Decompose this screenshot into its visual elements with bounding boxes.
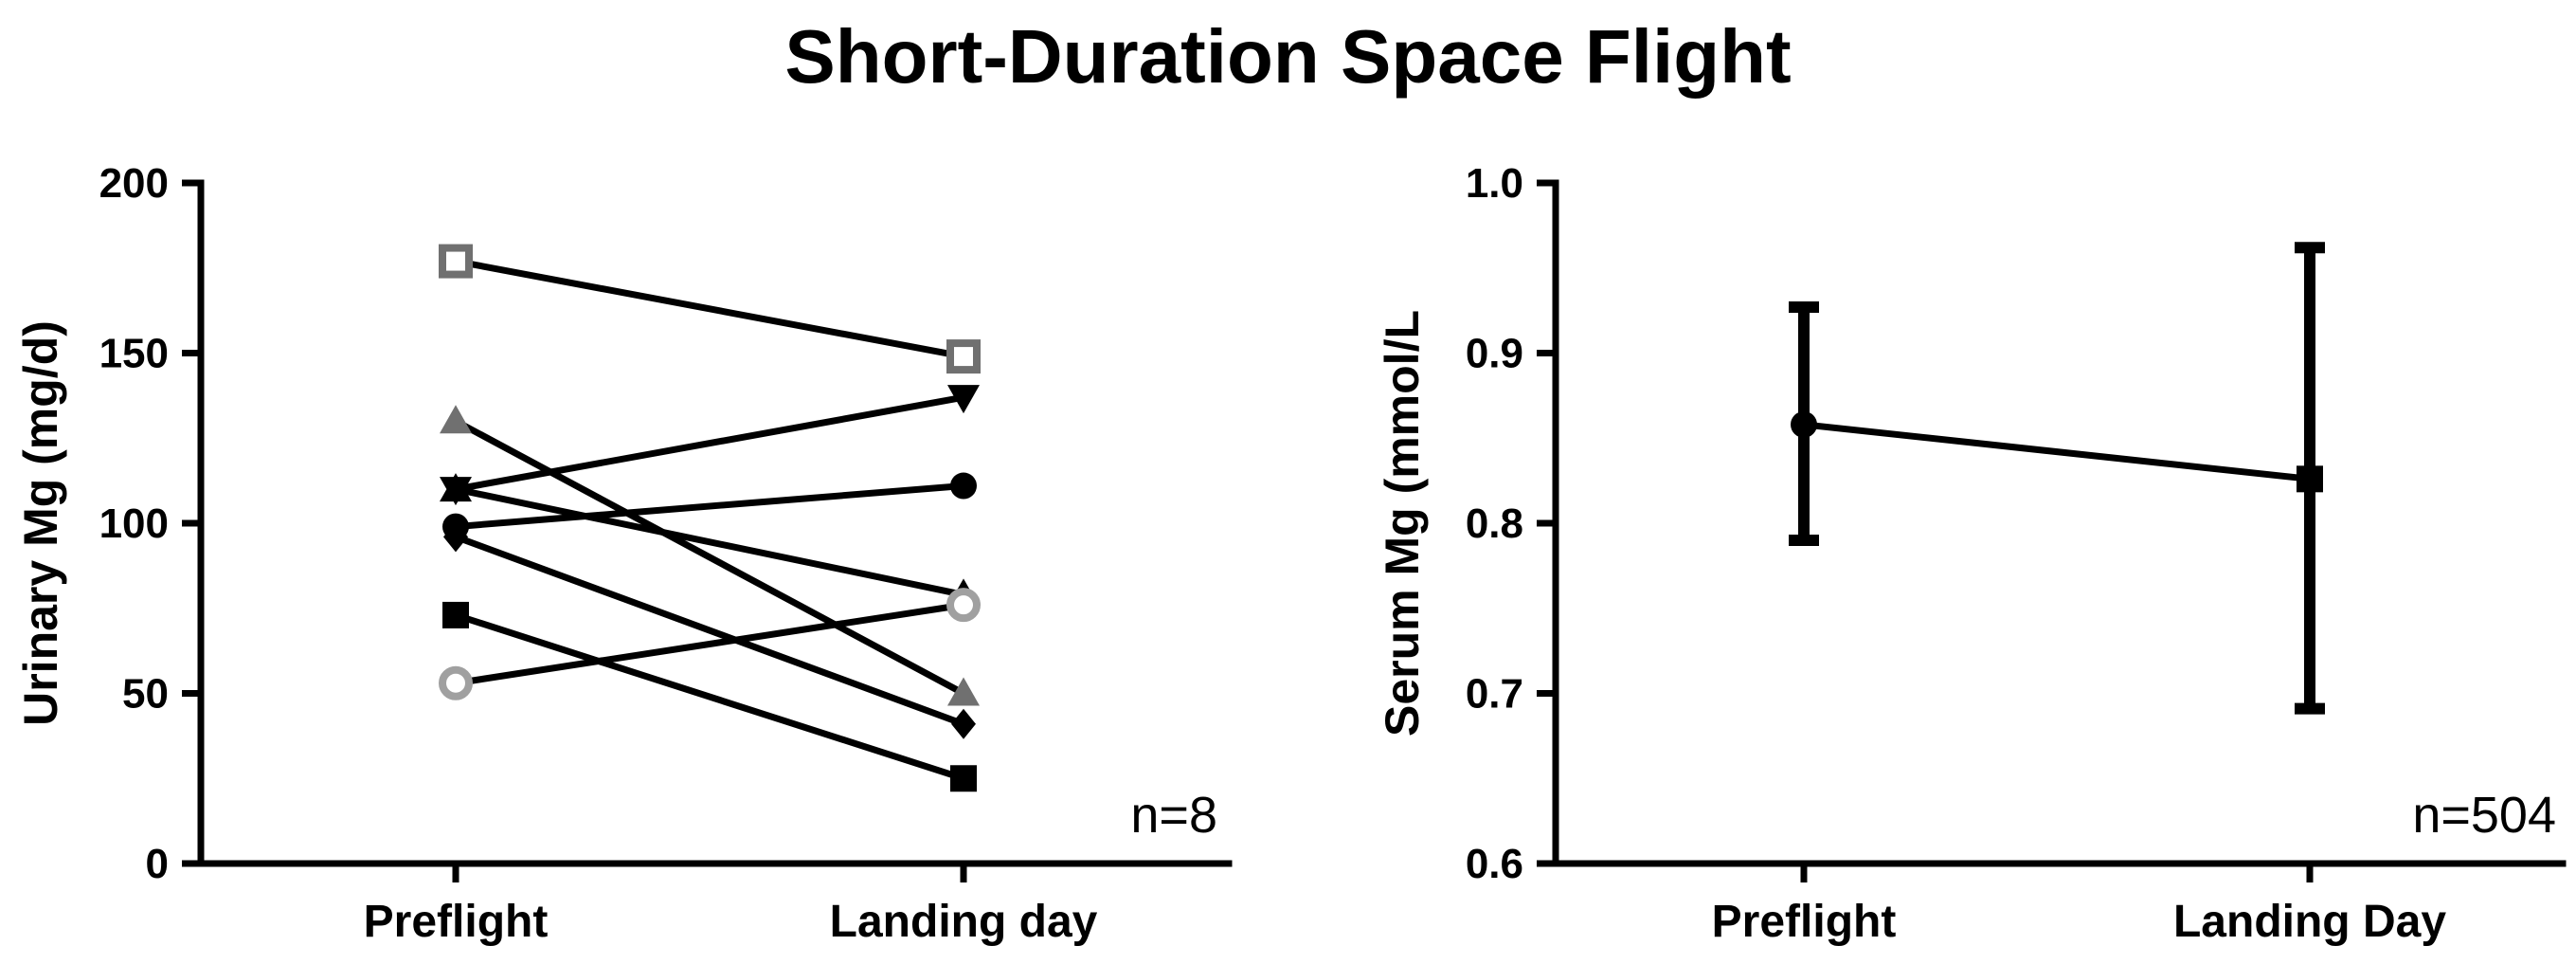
x-tick-label: Preflight [364, 897, 549, 947]
series-line [455, 601, 964, 687]
x-tick-label: Preflight [1712, 897, 1897, 947]
data-point [439, 665, 473, 700]
left-chart-urinary-mg: 0 50 100 150 200 Preflight Landing day Urinary … [14, 160, 1233, 947]
right-chart-serum-mg: 0.6 0.7 0.8 0.9 1.0 Preflight Landing Day Serum… [1376, 160, 2567, 947]
mean-point [1791, 410, 1817, 438]
sample-size-annotation: n=504 [2412, 787, 2556, 844]
y-axis-label: Serum Mg (mmol/L [1376, 310, 1429, 737]
y-tick-label: 100 [99, 500, 169, 547]
series-line [454, 418, 965, 697]
y-axis-label: Urinary Mg (mg/d) [14, 320, 67, 726]
y-tick-label: 0.8 [1466, 500, 1523, 547]
data-point [440, 405, 472, 434]
mean-point [2297, 465, 2323, 493]
series-line [455, 258, 964, 360]
data-point [946, 339, 981, 374]
chart-title: Short-Duration Space Flight [784, 14, 1792, 99]
data-point [950, 765, 977, 792]
x-tick-label: Landing day [830, 897, 1098, 947]
y-tick-label: 0.7 [1466, 671, 1523, 718]
y-tick-label: 0.6 [1466, 841, 1523, 887]
data-point [442, 601, 469, 628]
series-line [455, 485, 964, 598]
sample-size-annotation: n=8 [1130, 787, 1217, 844]
series-line [455, 393, 964, 493]
x-tick-label: Landing Day [2173, 897, 2446, 947]
data-point [440, 473, 472, 502]
data-point [947, 385, 980, 414]
y-tick-label: 200 [99, 160, 169, 207]
data-point [443, 521, 468, 553]
data-point [951, 708, 976, 739]
y-tick-label: 0.9 [1466, 331, 1523, 377]
series-line [454, 534, 965, 728]
data-point [947, 677, 980, 706]
mean-line [1803, 421, 2311, 482]
data-point [950, 472, 977, 500]
y-tick-label: 50 [122, 671, 169, 718]
y-tick-label: 150 [99, 331, 169, 377]
data-point [946, 588, 981, 623]
y-tick-label: 1.0 [1466, 160, 1523, 207]
y-tick-label: 0 [146, 841, 169, 887]
series-line [455, 482, 964, 531]
series-line [454, 611, 965, 782]
data-point [439, 244, 473, 279]
